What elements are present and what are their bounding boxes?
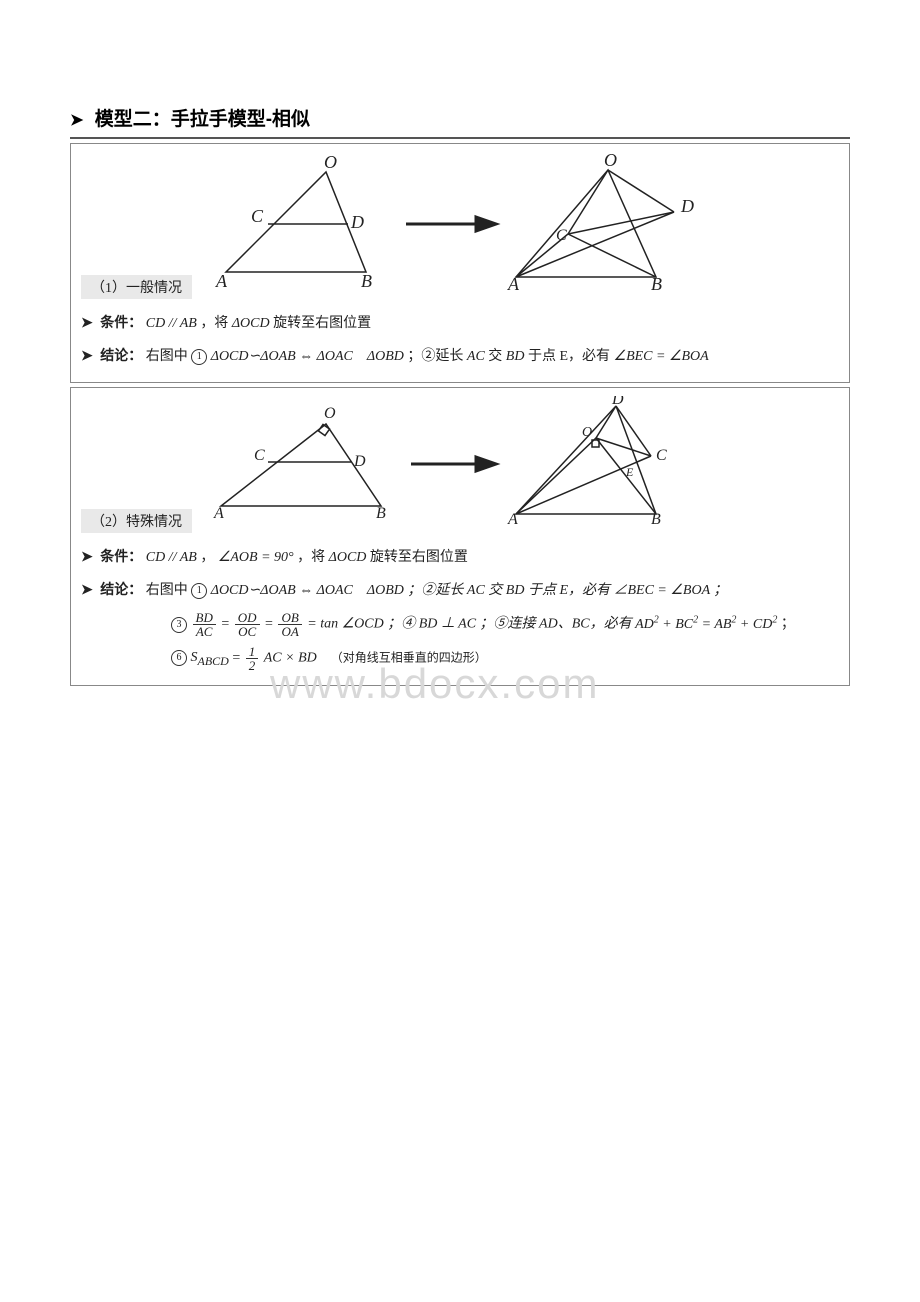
- svg-text:C: C: [556, 227, 567, 244]
- svg-text:B: B: [651, 274, 662, 292]
- section-2-heading: （2）特殊情况: [81, 509, 192, 533]
- svg-text:D: D: [353, 453, 366, 470]
- svg-text:D: D: [350, 212, 364, 232]
- svg-text:B: B: [651, 511, 661, 526]
- section-1-diagram: O C D A B O D C A B: [196, 152, 756, 292]
- svg-text:C: C: [254, 447, 265, 464]
- condition-label: 条件：: [100, 316, 142, 331]
- section-1-box: （1）一般情况 O C D A B: [70, 143, 850, 383]
- svg-text:E: E: [625, 465, 634, 479]
- svg-text:O: O: [324, 152, 337, 172]
- circled-3-icon: 3: [171, 617, 187, 633]
- section-2-condition: ➤ 条件： CD // AB ， ∠AOB = 90° ，将 ΔOCD 旋转至右…: [81, 545, 839, 572]
- svg-text:C: C: [656, 447, 667, 464]
- watermark-text: www.bdocx.com: [270, 660, 599, 708]
- section-title: ➤ 模型二：手拉手模型-相似: [70, 100, 850, 139]
- svg-text:A: A: [507, 274, 520, 292]
- svg-text:B: B: [361, 271, 372, 291]
- svg-text:B: B: [376, 505, 386, 522]
- svg-text:O: O: [324, 405, 336, 422]
- svg-text:O: O: [582, 425, 592, 440]
- section-2-conclusion-line1: ➤ 结论： 右图中 1 ΔOCD∽ΔOAB ⇔ ΔOAC ΔOBD ；②延长 A…: [81, 578, 839, 605]
- svg-text:A: A: [507, 511, 518, 526]
- circled-1-icon: 1: [191, 583, 207, 599]
- section-2-box: （2）特殊情况 O C D A B: [70, 387, 850, 686]
- svg-text:C: C: [251, 206, 264, 226]
- svg-text:A: A: [213, 505, 224, 522]
- circled-1-icon: 1: [191, 349, 207, 365]
- conclusion-label: 结论：: [100, 349, 142, 364]
- title-arrow-icon: ➤: [70, 112, 83, 129]
- section-1-condition: ➤ 条件： CD // AB ，将 ΔOCD 旋转至右图位置: [81, 311, 839, 338]
- svg-text:O: O: [604, 152, 617, 170]
- svg-text:D: D: [680, 196, 694, 216]
- section-1-heading: （1）一般情况: [81, 275, 192, 299]
- title-text: 模型二：手拉手模型-相似: [95, 109, 310, 130]
- section-2-conclusion-line2: 3 BDAC = ODOC = OBOA = tan ∠OCD ；④ BD ⊥ …: [81, 610, 839, 638]
- section-1-conclusion: ➤ 结论： 右图中 1 ΔOCD∽ΔOAB ⇔ ΔOAC ΔOBD ；②延长 A…: [81, 344, 839, 371]
- svg-text:D: D: [611, 396, 624, 408]
- svg-text:A: A: [215, 271, 228, 291]
- section-2-diagram: O C D A B D O C E: [196, 396, 756, 526]
- circled-6-icon: 6: [171, 650, 187, 666]
